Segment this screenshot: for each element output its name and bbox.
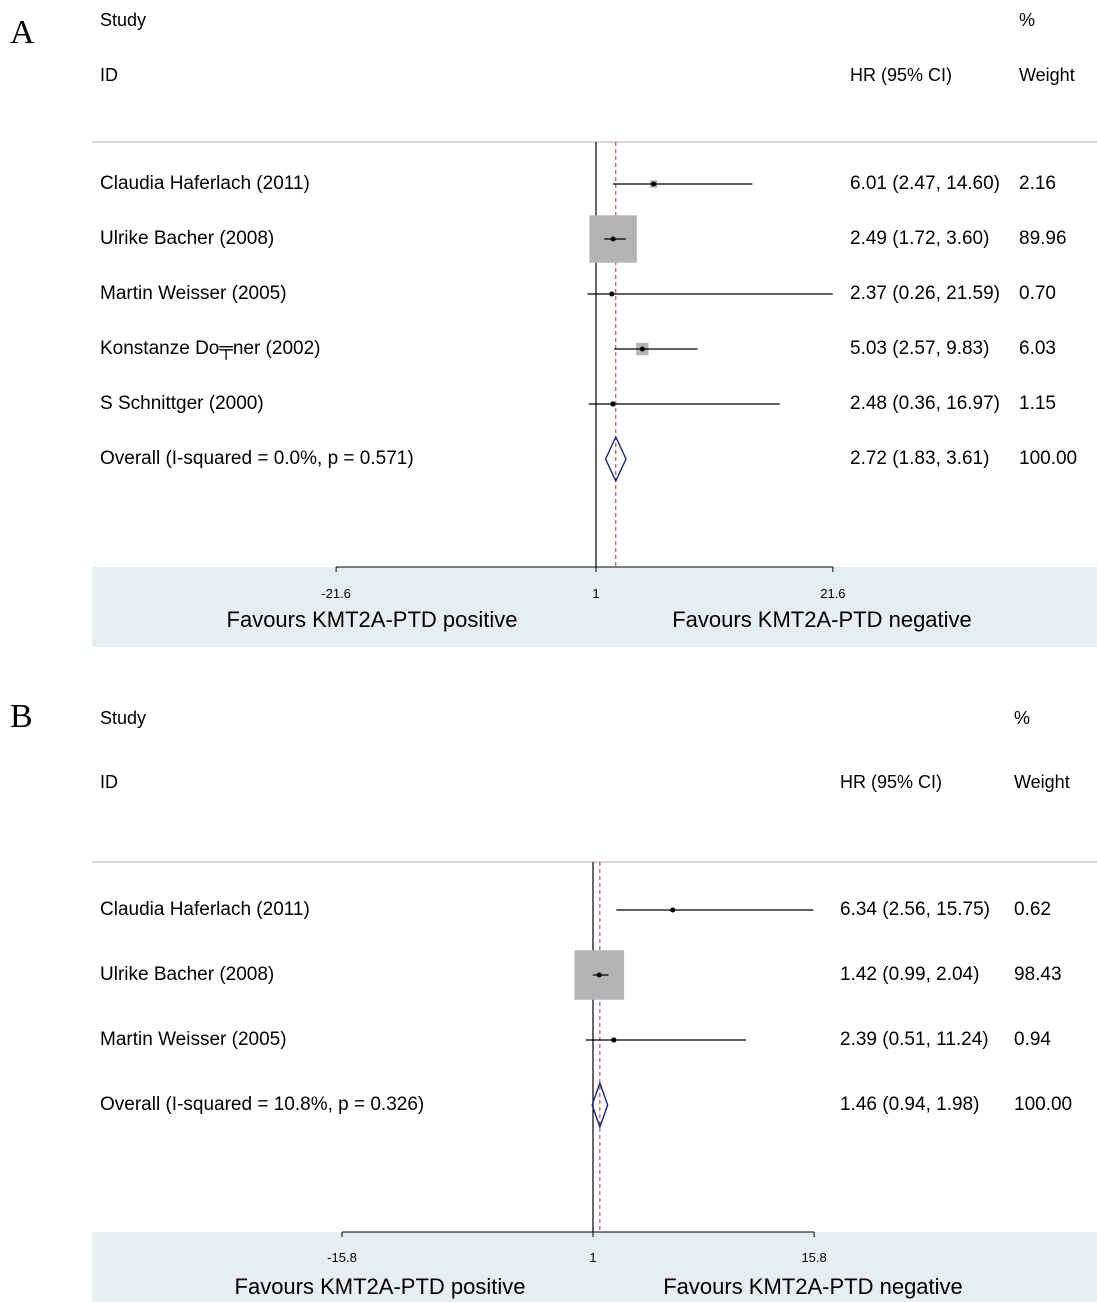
study-point-estimate (610, 236, 616, 242)
study-weight-text: 6.03 (1019, 338, 1056, 359)
study-point-estimate (651, 181, 657, 187)
study-label: Ulrike Bacher (2008) (100, 228, 275, 249)
axis-tick-label: -15.8 (327, 1250, 357, 1265)
overall-diamond (591, 1080, 609, 1130)
study-label: Ulrike Bacher (2008) (100, 964, 275, 985)
study-ci-text: 2.37 (0.26, 21.59) (850, 283, 1000, 304)
column-header-effect: HR (95% CI) (850, 65, 953, 85)
study-ci-text: 1.42 (0.99, 2.04) (840, 964, 980, 985)
study-ci-text: 2.39 (0.51, 11.24) (840, 1029, 989, 1050)
study-label: Konstanze Do╤ner (2002) (100, 338, 321, 359)
study-label: Claudia Haferlach (2011) (100, 899, 310, 920)
study-point-estimate (596, 972, 602, 978)
axis-tick-label: 1 (592, 586, 600, 601)
study-label: S Schnittger (2000) (100, 393, 264, 414)
study-weight-text: 2.16 (1019, 173, 1056, 194)
study-point-estimate (639, 346, 645, 352)
study-weight-text: 0.94 (1014, 1029, 1051, 1050)
overall-ci-text: 1.46 (0.94, 1.98) (840, 1094, 980, 1115)
column-header-study: Study (100, 10, 147, 30)
study-label: Claudia Haferlach (2011) (100, 173, 310, 194)
favours-right-label: Favours KMT2A-PTD negative (663, 1274, 963, 1299)
panel-letter: B (10, 698, 33, 735)
study-label: Martin Weisser (2005) (100, 283, 287, 304)
favours-right-label: Favours KMT2A-PTD negative (672, 607, 972, 632)
column-header-percent: % (1019, 10, 1036, 30)
study-weight-text: 1.15 (1019, 393, 1056, 414)
study-weight-text: 89.96 (1019, 228, 1067, 249)
overall-weight-text: 100.00 (1014, 1094, 1073, 1115)
forest-plot-panel-b: B Study ID HR (95% CI) % Weight Claudia … (0, 698, 1097, 1302)
overall-ci-text: 2.72 (1.83, 3.61) (850, 448, 990, 469)
study-point-estimate (610, 401, 616, 407)
study-weight-text: 0.70 (1019, 283, 1056, 304)
overall-weight-text: 100.00 (1019, 448, 1078, 469)
column-header-percent: % (1014, 708, 1031, 728)
forest-plot-panel-a: A Study ID HR (95% CI) % Weight Claudia … (10, 10, 1097, 647)
column-header-weight: Weight (1019, 65, 1075, 85)
study-weight-text: 98.43 (1014, 964, 1062, 985)
column-header-effect: HR (95% CI) (840, 772, 943, 792)
overall-label: Overall (I-squared = 10.8%, p = 0.326) (100, 1094, 425, 1115)
axis-tick-label: 21.6 (820, 586, 846, 601)
study-label: Martin Weisser (2005) (100, 1029, 287, 1050)
axis-tick-label: -21.6 (321, 586, 351, 601)
overall-diamond (604, 435, 627, 483)
axis-tick-label: 1 (589, 1250, 597, 1265)
study-point-estimate (609, 291, 615, 297)
column-header-weight: Weight (1014, 772, 1070, 792)
study-point-estimate (611, 1037, 617, 1043)
study-ci-text: 2.49 (1.72, 3.60) (850, 228, 990, 249)
study-ci-text: 5.03 (2.57, 9.83) (850, 338, 990, 359)
column-header-id: ID (100, 65, 118, 85)
forest-plot-graphic (92, 861, 1097, 1237)
favours-left-label: Favours KMT2A-PTD positive (226, 607, 518, 632)
favours-left-label: Favours KMT2A-PTD positive (234, 1274, 526, 1299)
column-header-id: ID (100, 772, 118, 792)
axis-band (92, 567, 1097, 647)
study-weight-text: 0.62 (1014, 899, 1051, 920)
column-header-study: Study (100, 708, 147, 728)
study-ci-text: 6.01 (2.47, 14.60) (850, 173, 1000, 194)
panel-letter: A (10, 14, 35, 51)
axis-tick-label: 15.8 (801, 1250, 827, 1265)
axis-band (92, 1232, 1097, 1302)
study-ci-text: 6.34 (2.56, 15.75) (840, 899, 990, 920)
study-point-estimate (670, 907, 676, 913)
study-ci-text: 2.48 (0.36, 16.97) (850, 393, 1000, 414)
overall-label: Overall (I-squared = 0.0%, p = 0.571) (100, 448, 414, 469)
forest-plot-graphic (92, 141, 1097, 572)
